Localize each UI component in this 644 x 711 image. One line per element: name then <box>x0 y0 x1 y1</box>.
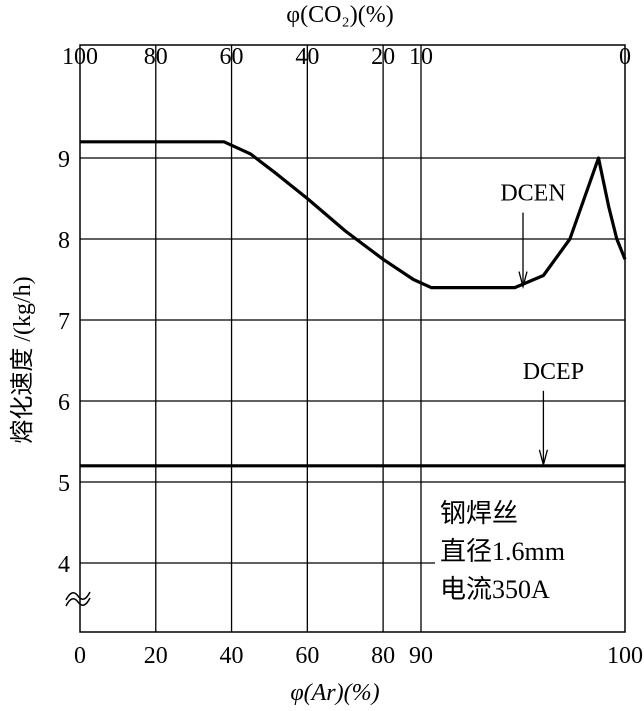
annotation-label: DCEN <box>500 181 565 207</box>
x2-tick-label: 40 <box>295 44 319 70</box>
x-tick-label: 80 <box>371 643 395 669</box>
axis-break-icon <box>65 591 91 607</box>
annotation-label: DCEP <box>523 359 584 385</box>
x2-tick-label: 20 <box>371 44 395 70</box>
series-line-dcen <box>80 140 627 290</box>
x-tick-label: 100 <box>607 643 643 669</box>
x-tick-label: 20 <box>144 643 168 669</box>
note-box: 钢焊丝 直径1.6mm 电流350A <box>440 499 565 604</box>
x-tick-label: 40 <box>220 643 244 669</box>
series-lines <box>80 140 627 468</box>
tick-labels: 0 100 20 80 40 60 60 40 80 20 90 10 100 0 4 5 6 7 8 9 <box>58 44 643 669</box>
annotations: DCEN DCEP <box>500 181 584 468</box>
grid-lines <box>80 45 625 632</box>
y-tick-label: 7 <box>58 309 70 335</box>
y-tick-label: 5 <box>58 471 70 497</box>
x-axis-label: φ(Ar)(%) <box>290 680 379 706</box>
x-tick-label: 90 <box>409 643 433 669</box>
note-line: 直径1.6mm <box>440 537 565 566</box>
y-tick-label: 9 <box>58 147 70 173</box>
x-tick-label: 0 <box>74 643 86 669</box>
x2-tick-label: 0 <box>619 44 631 70</box>
plot-frame <box>79 44 626 633</box>
y-tick-label: 4 <box>58 552 70 578</box>
arrow-head-icon <box>518 271 528 290</box>
y-tick-label: 6 <box>58 390 70 416</box>
x2-axis-label: φ(CO₂)(%) <box>286 2 394 28</box>
note-line: 电流350A <box>440 575 550 604</box>
x-tick-label: 60 <box>295 643 319 669</box>
x2-tick-label: 80 <box>144 44 168 70</box>
x2-tick-label: 100 <box>62 44 98 70</box>
arrow-head-icon <box>538 449 549 468</box>
y-axis-label: 熔化速度 /(kg/h) <box>9 276 36 443</box>
note-line: 钢焊丝 <box>440 499 518 528</box>
x2-tick-label: 10 <box>409 44 433 70</box>
y-tick-label: 8 <box>58 228 70 254</box>
x2-tick-label: 60 <box>220 44 244 70</box>
